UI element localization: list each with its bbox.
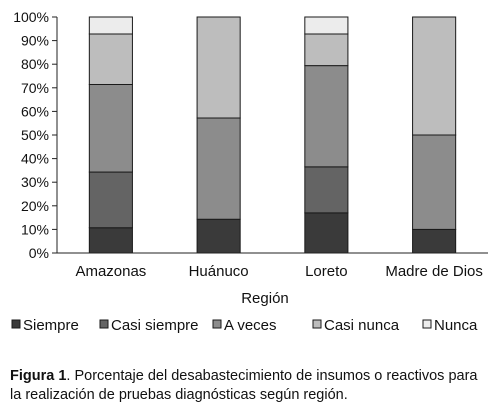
x-tick-label: Amazonas [75,263,146,280]
bar-segment [412,134,457,230]
y-tick-label: 100% [13,9,49,25]
bars [88,16,457,254]
legend-label: Casi siempre [111,317,199,334]
y-tick-label: 60% [21,103,49,119]
bar-segment [304,212,349,254]
caption-text: . Porcentaje del desabastecimiento de in… [10,368,478,403]
bar-segment [88,33,133,85]
bar-segment [88,227,133,254]
y-tick-label: 40% [21,151,49,167]
y-tick-label: 80% [21,56,49,72]
bar-segment [304,166,349,214]
legend-swatch [99,319,109,329]
x-tick-label: Madre de Dios [385,263,483,280]
y-tick-label: 20% [21,198,49,214]
y-tick-label: 50% [21,127,49,143]
bar-segment [88,171,133,229]
y-tick-label: 10% [21,221,49,237]
y-tick-label: 0% [29,245,49,261]
caption-label: Figura 1 [10,368,67,384]
legend-label: Siempre [23,317,79,334]
x-tick-label: Loreto [305,263,348,280]
y-tick-label: 30% [21,174,49,190]
bar-segment [88,83,133,173]
x-tick-label: Huánuco [189,263,249,280]
y-axis-ticks: 0% 10% 20% 30% 40% 50% 60% 70% 80% 90% 100% [13,9,57,261]
legend-swatch [312,319,322,329]
bar-segment [196,218,241,254]
legend-swatch [212,319,222,329]
figure-caption: Figura 1. Porcentaje del desabastecimien… [10,367,492,405]
bar-segment [304,33,349,67]
y-tick-label: 70% [21,80,49,96]
legend-label: Casi nunca [324,317,400,334]
legend: Siempre Casi siempre A veces Casi nunca Nunc… [11,317,478,334]
legend-label: Nunca [434,317,478,334]
bar-segment [196,16,241,119]
legend-swatch [11,319,21,329]
bar-segment [304,16,349,35]
legend-swatch [422,319,432,329]
bar-segment [412,228,457,254]
bar-segment [304,65,349,168]
x-axis-categories: Amazonas Huánuco Loreto Madre de Dios [75,263,482,280]
stacked-bar-chart: 0% 10% 20% 30% 40% 50% 60% 70% 80% 90% 100% Amazon… [11,9,488,334]
legend-label: A veces [224,317,277,334]
y-tick-label: 90% [21,33,49,49]
bar-segment [88,16,133,35]
x-axis-title: Región [241,290,289,307]
bar-segment [412,16,457,136]
bar-segment [196,117,241,220]
